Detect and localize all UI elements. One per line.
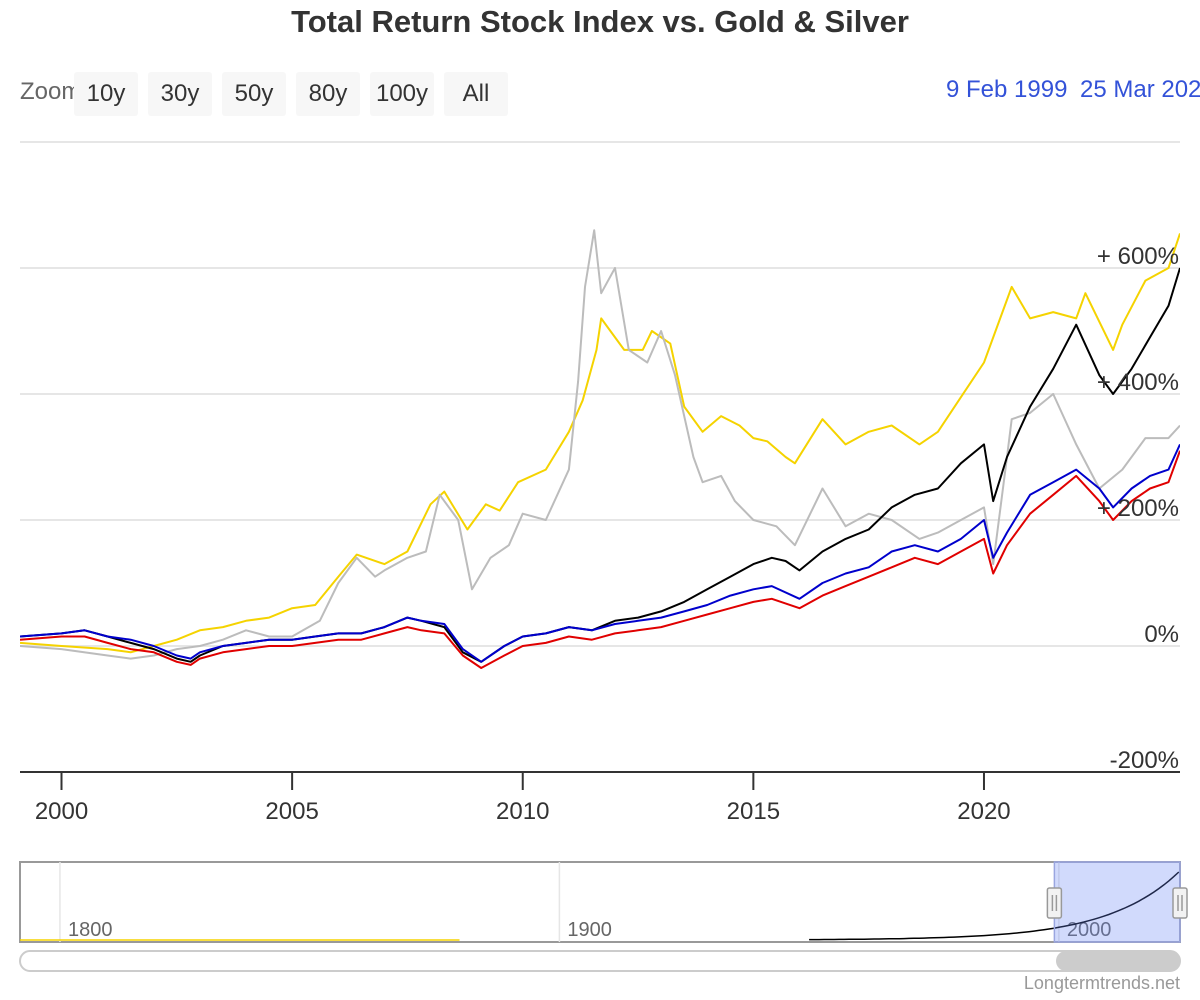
zoom-all-button[interactable]: All [444,72,508,116]
scrollbar[interactable] [19,950,1181,972]
credit-link[interactable]: Longtermtrends.net [1023,973,1180,993]
zoom-label: Zoom [20,78,82,105]
zoom-30y-button[interactable]: 30y [148,72,212,116]
series-group [20,229,1180,669]
navigator-left-handle[interactable] [1046,887,1063,919]
zoom-100y-button[interactable]: 100y [370,72,434,116]
y-tick-label: 0% [1144,621,1179,648]
series-line-0 [20,233,1180,654]
chart-title: Total Return Stock Index vs. Gold & Silv… [291,4,909,39]
navigator-tick-label: 1800 [68,919,113,941]
scrollbar-track [19,950,1181,972]
navigator-frame [19,861,1181,943]
navigator-selection [1053,861,1181,943]
zoom-50y-button[interactable]: 50y [222,72,286,116]
scrollbar-thumb [1056,951,1180,971]
x-tick-label: 2015 [727,798,780,825]
x-tick-label: 2010 [496,798,549,825]
zoom-80y-button[interactable]: 80y [296,72,360,116]
zoom-10y-button[interactable]: 10y [74,72,138,116]
navigator-series-line [809,871,1180,941]
navigator-tick-label: 2000 [1067,919,1112,941]
navigator: 1800 1900 2000 [19,861,1188,972]
navigator-right-handle[interactable] [1172,887,1188,919]
x-tick-label: 2005 [265,798,318,825]
series-line-4 [20,450,1180,669]
range-from-input[interactable]: 9 Feb 1999 [946,76,1068,103]
x-tick-label: 2020 [957,798,1010,825]
y-tick-label: -200% [1110,747,1179,774]
y-tick-label: + 200% [1097,495,1179,522]
y-tick-label: + 400% [1097,369,1179,396]
series-line-1 [20,229,1180,660]
handle-grip [1046,887,1063,919]
y-tick-label: + 600% [1097,243,1179,270]
x-tick-label: 2000 [35,798,88,825]
navigator-tick-label: 1900 [567,919,612,941]
series-line-3 [20,443,1180,663]
handle-grip [1172,887,1188,919]
range-to-input[interactable]: 25 Mar 2024 [1080,76,1200,103]
